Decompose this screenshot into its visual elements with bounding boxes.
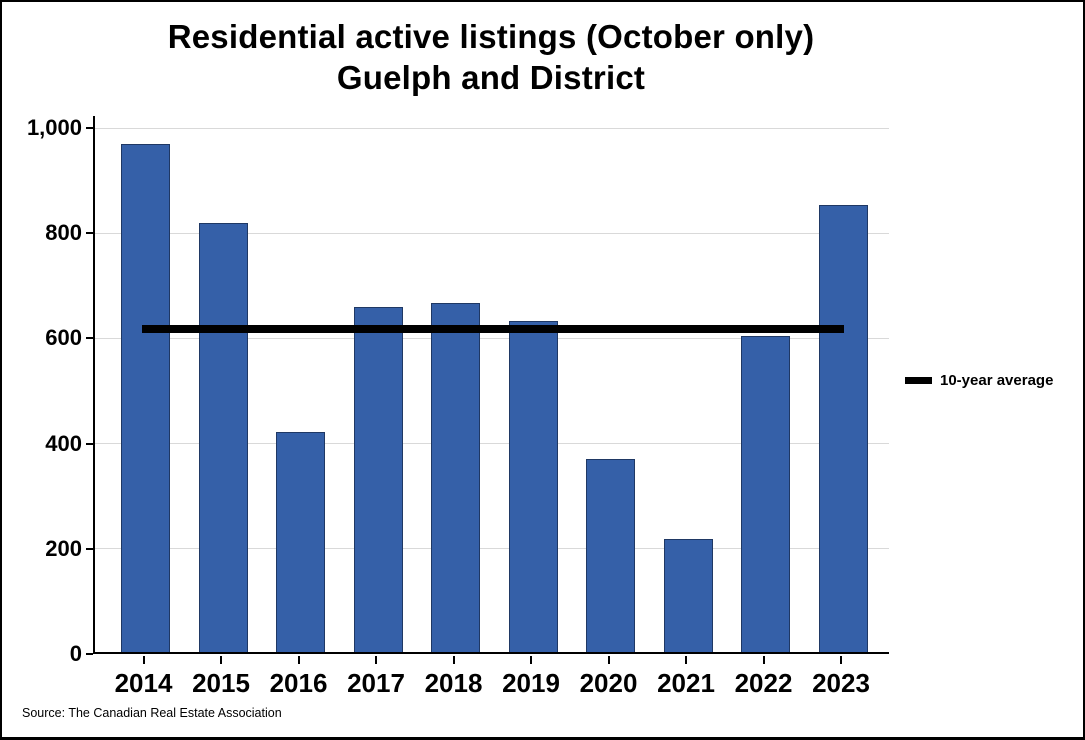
y-tick-600 bbox=[86, 337, 93, 340]
y-tick-label-800: 800 bbox=[45, 220, 82, 246]
bar-2018 bbox=[431, 303, 480, 652]
gridline-600 bbox=[95, 337, 889, 339]
x-tick-2016 bbox=[297, 656, 300, 664]
chart-title-line1: Residential active listings (October onl… bbox=[167, 18, 815, 55]
x-tick-label-2018: 2018 bbox=[424, 668, 483, 698]
chart-title: Residential active listings (October onl… bbox=[93, 16, 889, 98]
bar-2020 bbox=[586, 458, 635, 652]
x-tick-label-2022: 2022 bbox=[734, 668, 793, 698]
y-tick-label-400: 400 bbox=[45, 430, 82, 456]
x-tick-2023 bbox=[840, 656, 842, 664]
plot-area bbox=[93, 127, 889, 654]
x-tick-label-2020: 2020 bbox=[579, 668, 638, 698]
bar-2019 bbox=[508, 320, 558, 652]
y-tick-1,000 bbox=[86, 127, 93, 129]
gridline-800 bbox=[95, 232, 889, 234]
y-tick-200 bbox=[86, 547, 93, 550]
x-tick-2019 bbox=[530, 656, 532, 664]
bar-2015 bbox=[198, 223, 248, 652]
x-tick-2015 bbox=[220, 656, 222, 664]
y-tick-label-0: 0 bbox=[69, 641, 82, 666]
gridline-1000 bbox=[95, 127, 889, 129]
y-axis-line bbox=[93, 116, 95, 128]
source-note: Source: The Canadian Real Estate Associa… bbox=[22, 706, 282, 720]
x-tick-label-2016: 2016 bbox=[269, 668, 328, 698]
legend-line-swatch bbox=[905, 377, 932, 384]
x-tick-2021 bbox=[685, 656, 687, 664]
x-tick-label-2021: 2021 bbox=[657, 668, 715, 698]
x-tick-label-2015: 2015 bbox=[192, 668, 250, 698]
bar-2022 bbox=[741, 336, 790, 652]
gridline-400 bbox=[95, 443, 889, 445]
legend-label: 10-year average bbox=[940, 372, 1054, 389]
bar-2014 bbox=[121, 144, 170, 652]
x-tick-label-2019: 2019 bbox=[502, 668, 560, 698]
y-tick-800 bbox=[86, 232, 93, 235]
x-tick-2022 bbox=[762, 656, 765, 664]
bar-2023 bbox=[818, 204, 868, 652]
bar-2021 bbox=[663, 538, 713, 652]
bar-2016 bbox=[276, 432, 325, 652]
x-tick-label-2023: 2023 bbox=[812, 668, 870, 698]
x-tick-2014 bbox=[142, 656, 145, 664]
y-tick-label-200: 200 bbox=[45, 535, 82, 561]
x-tick-label-2014: 2014 bbox=[114, 668, 173, 698]
chart-title-line2: Guelph and District bbox=[336, 59, 646, 96]
x-tick-2018 bbox=[452, 656, 455, 664]
gridline-200 bbox=[95, 548, 889, 550]
y-tick-400 bbox=[86, 442, 93, 445]
y-tick-0 bbox=[86, 653, 93, 655]
bar-2017 bbox=[353, 307, 403, 652]
y-tick-label-1,000: 1,000 bbox=[26, 115, 82, 140]
y-tick-label-600: 600 bbox=[45, 325, 82, 351]
x-tick-2017 bbox=[375, 656, 377, 664]
legend: 10-year average bbox=[905, 372, 1053, 389]
average-line bbox=[141, 324, 844, 333]
x-tick-2020 bbox=[607, 656, 610, 664]
x-tick-label-2017: 2017 bbox=[347, 668, 405, 698]
